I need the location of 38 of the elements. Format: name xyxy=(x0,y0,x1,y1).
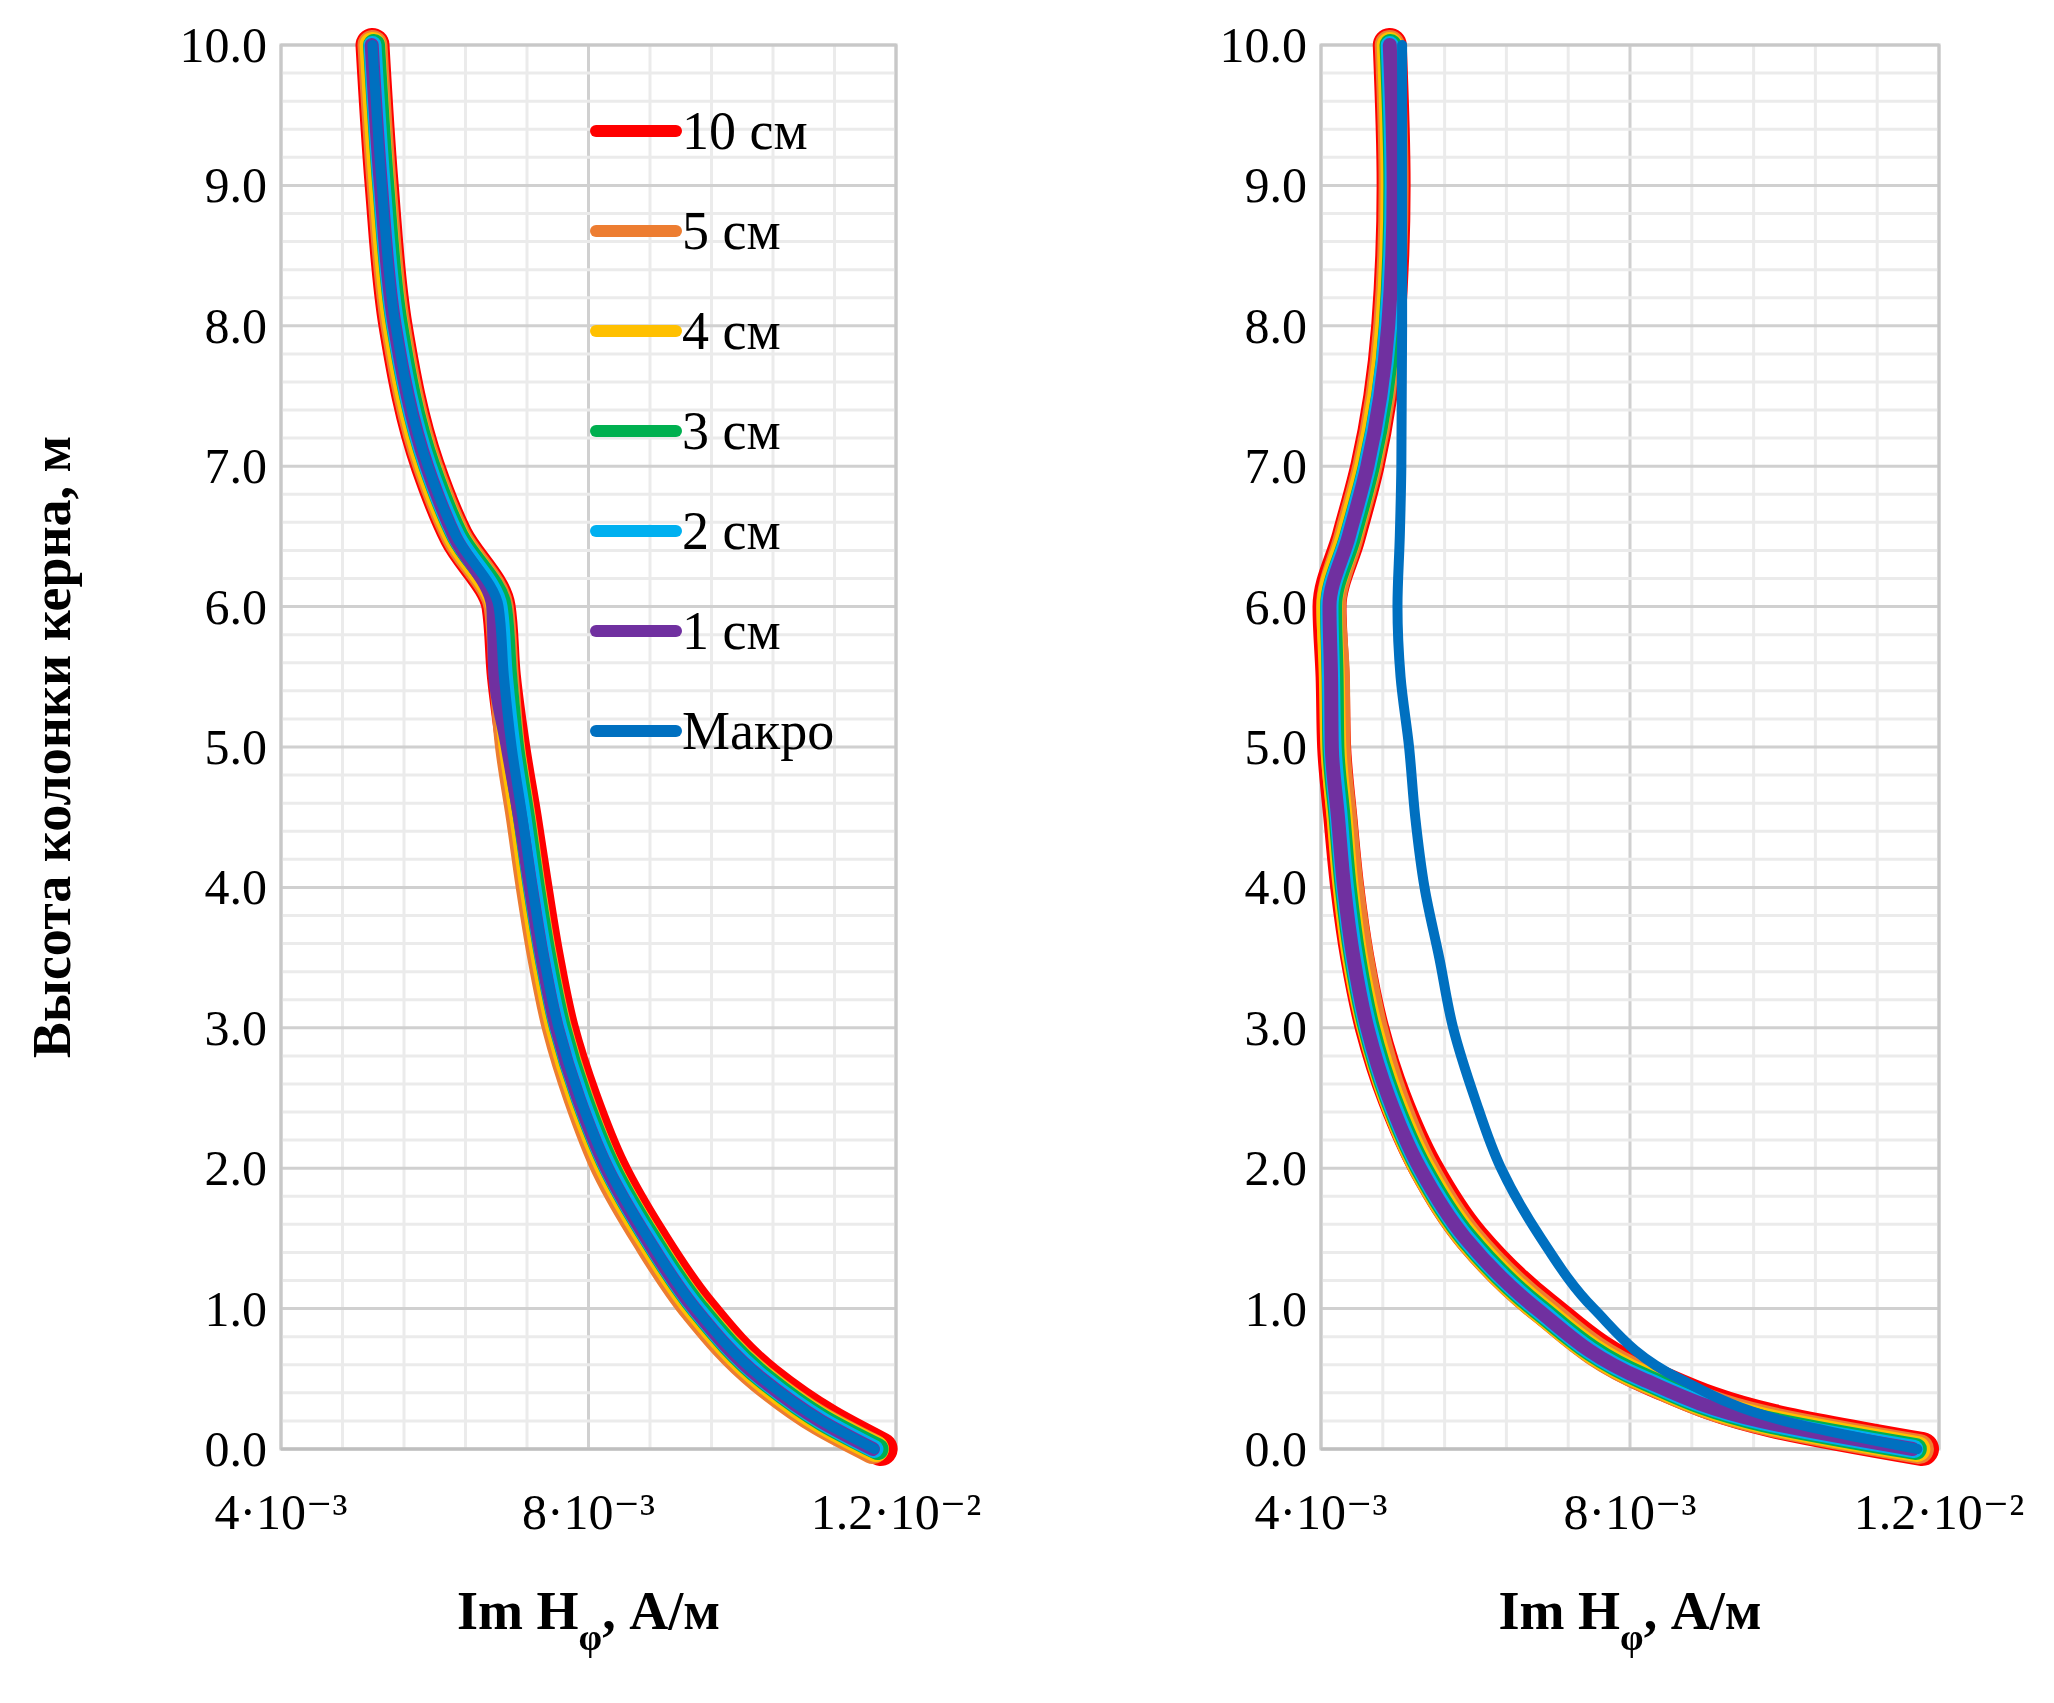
y-tick-label: 9.0 xyxy=(204,157,267,214)
y-tick-label: 3.0 xyxy=(1244,999,1307,1056)
legend-label: 4 см xyxy=(682,301,781,361)
x-tick-label: 8·10⁻³ xyxy=(1563,1484,1697,1540)
legend-label: 1 см xyxy=(682,601,781,661)
x-axis-title: Im H$_{φ}$, А/м xyxy=(457,1581,720,1658)
x-tick-label: 4·10⁻³ xyxy=(1254,1484,1388,1540)
y-tick-label: 1.0 xyxy=(1244,1280,1307,1337)
y-tick-label: 2.0 xyxy=(204,1140,267,1197)
y-tick-label: 7.0 xyxy=(204,438,267,495)
y-tick-label: 0.0 xyxy=(204,1421,267,1477)
y-tick-label: 8.0 xyxy=(1244,297,1307,354)
legend-label: Макро xyxy=(682,701,835,761)
y-tick-label: 10.0 xyxy=(179,17,267,73)
y-tick-label: 9.0 xyxy=(1244,157,1307,214)
legend-label: 5 см xyxy=(682,201,781,261)
y-tick-label: 2.0 xyxy=(1244,1140,1307,1197)
legend-label: 10 см xyxy=(682,101,808,161)
legend-label: 3 см xyxy=(682,401,781,461)
y-tick-label: 4.0 xyxy=(1244,859,1307,916)
x-tick-label: 8·10⁻³ xyxy=(521,1484,656,1540)
y-tick-label: 6.0 xyxy=(1244,578,1307,635)
y-tick-label: 5.0 xyxy=(204,719,267,775)
x-tick-label: 4·10⁻³ xyxy=(214,1484,348,1540)
y-axis-title: Высота колонки керна, м xyxy=(22,435,82,1059)
y-tick-label: 3.0 xyxy=(204,999,267,1056)
legend-label: 2 см xyxy=(682,501,781,561)
x-tick-label: 1.2·10⁻² xyxy=(810,1484,982,1540)
x-tick-label: 1.2·10⁻² xyxy=(1853,1484,2025,1540)
y-tick-label: 1.0 xyxy=(204,1280,267,1337)
y-tick-label: 0.0 xyxy=(1244,1421,1307,1477)
y-tick-label: 5.0 xyxy=(1244,719,1307,775)
y-tick-label: 10.0 xyxy=(1219,17,1307,73)
x-axis-title: Im H$_{φ}$, А/м xyxy=(1498,1581,1762,1658)
y-tick-label: 4.0 xyxy=(204,859,267,916)
y-tick-label: 6.0 xyxy=(204,578,267,635)
y-tick-label: 7.0 xyxy=(1244,438,1307,495)
y-tick-label: 8.0 xyxy=(204,297,267,354)
